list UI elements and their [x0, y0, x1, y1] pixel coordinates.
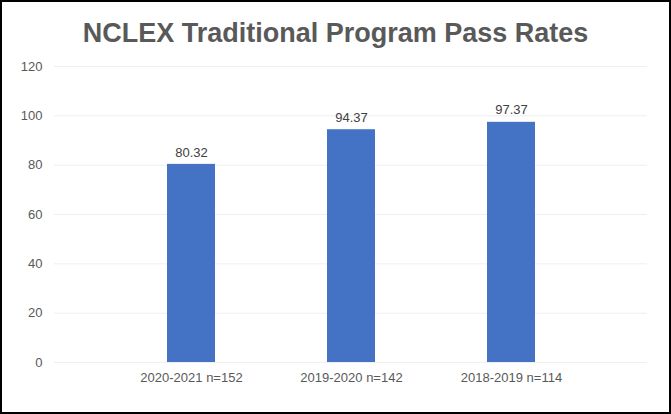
- html-text:NCLEX Traditional Program Pass: NCLEX Traditional Program Pass Rates: [82, 18, 589, 48]
- svg-text:2019-2020 n=142: 2019-2020 n=142: [300, 370, 402, 385]
- svg-text:97.37: 97.37: [495, 102, 528, 117]
- svg-text:80: 80: [28, 157, 42, 172]
- svg-text:2020-2021 n=152: 2020-2021 n=152: [140, 370, 242, 385]
- svg-text:94.37: 94.37: [335, 110, 368, 125]
- svg-text:80.32: 80.32: [175, 145, 208, 160]
- svg-text:120: 120: [21, 59, 43, 74]
- svg-text:2018-2019 n=114: 2018-2019 n=114: [461, 370, 562, 385]
- svg-text:100: 100: [21, 108, 43, 123]
- svg-text:20: 20: [28, 305, 42, 320]
- svg-text:0: 0: [35, 355, 42, 370]
- svg-text:60: 60: [28, 207, 42, 222]
- svg-text:40: 40: [28, 256, 42, 271]
